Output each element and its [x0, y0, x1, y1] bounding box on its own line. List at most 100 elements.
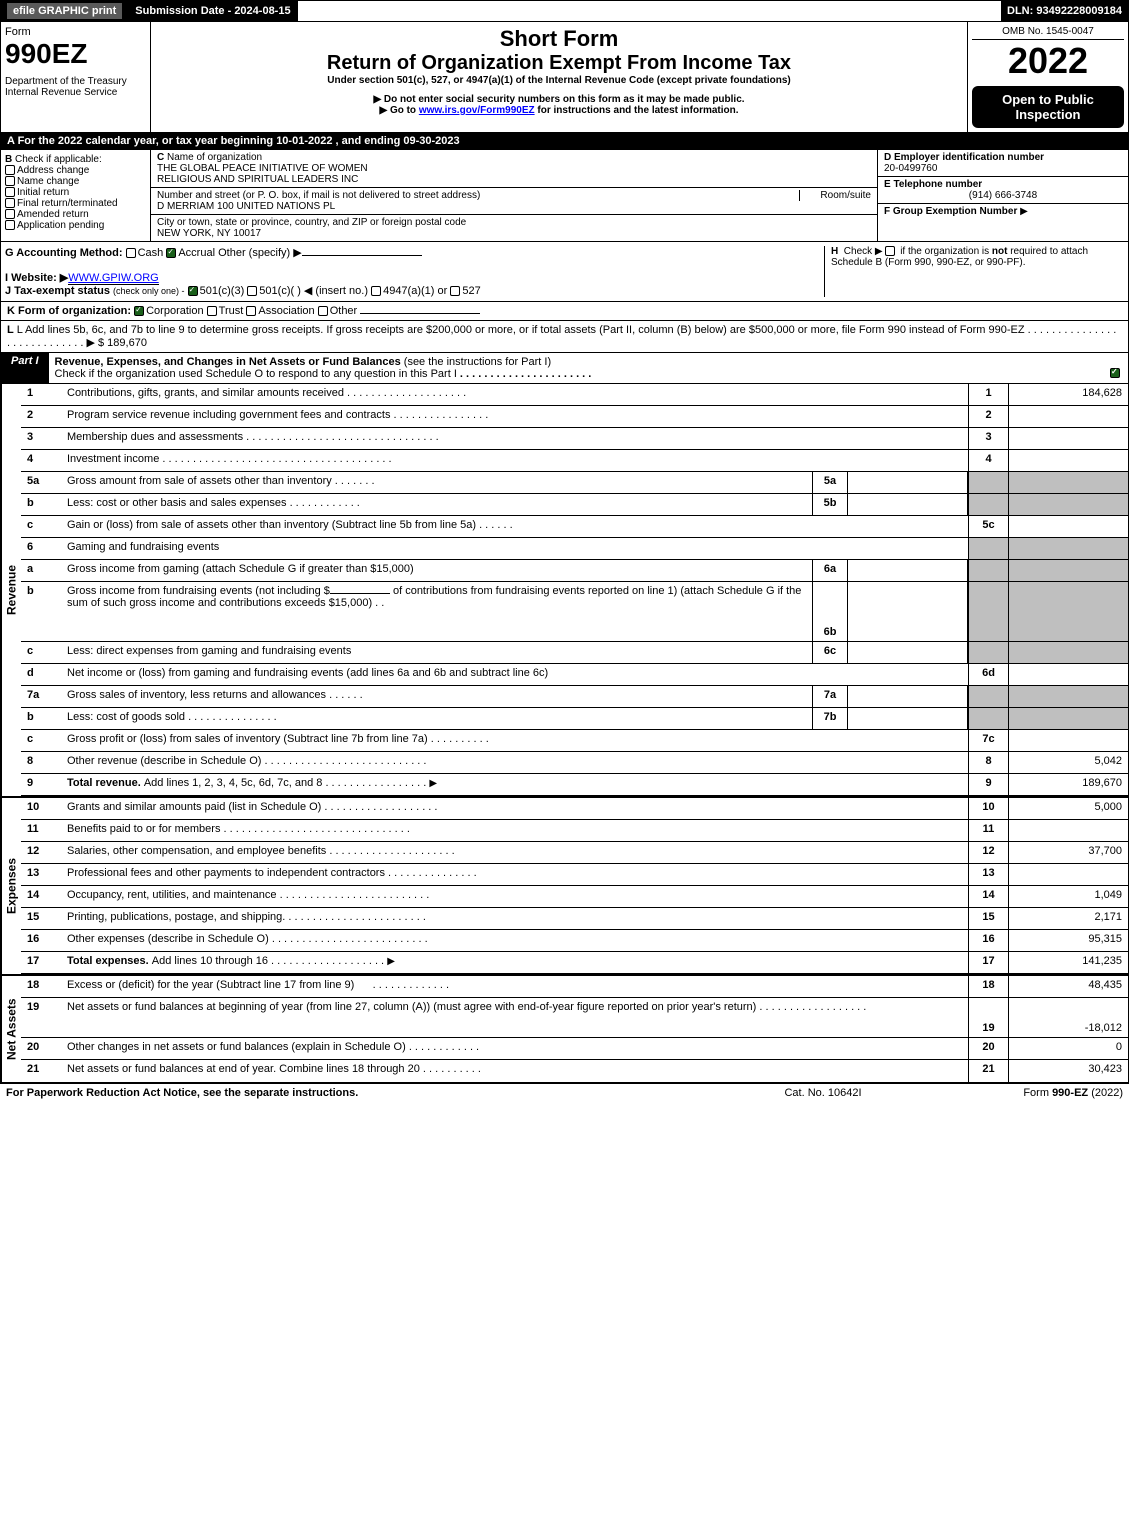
efile-label: efile GRAPHIC print [1, 1, 129, 21]
line-10-value: 5,000 [1008, 798, 1128, 819]
tax-year: 2022 [972, 40, 1124, 82]
row-h: H Check ▶ if the organization is not req… [824, 246, 1124, 297]
line-15: 15Printing, publications, postage, and s… [21, 908, 1128, 930]
open-to-public-badge: Open to Public Inspection [972, 86, 1124, 128]
checkbox-final-return[interactable] [5, 198, 15, 208]
column-c: C Name of organization THE GLOBAL PEACE … [151, 150, 878, 241]
line-6a: aGross income from gaming (attach Schedu… [21, 560, 1128, 582]
top-bar: efile GRAPHIC print Submission Date - 20… [0, 0, 1129, 22]
line-6c: cLess: direct expenses from gaming and f… [21, 642, 1128, 664]
column-b: B Check if applicable: Address change Na… [1, 150, 151, 241]
revenue-section: Revenue 1Contributions, gifts, grants, a… [0, 384, 1129, 796]
row-g: G Accounting Method: Cash Accrual Other … [5, 246, 824, 297]
checkbox-accrual[interactable] [166, 248, 176, 258]
group-exemption-block: F Group Exemption Number ▶ [878, 204, 1128, 219]
checkbox-initial-return[interactable] [5, 187, 15, 197]
net-assets-section: Net Assets 18Excess or (deficit) for the… [0, 974, 1129, 1083]
checkbox-cash[interactable] [126, 248, 136, 258]
checkbox-amended-return[interactable] [5, 209, 15, 219]
gross-receipts-value: 189,670 [107, 337, 147, 349]
checkbox-schedule-o-part1[interactable] [1110, 368, 1120, 378]
telephone-block: E Telephone number (914) 666-3748 [878, 177, 1128, 204]
org-name-2: RELIGIOUS AND SPIRITUAL LEADERS INC [157, 174, 358, 185]
irs-link[interactable]: www.irs.gov/Form990EZ [419, 105, 535, 116]
line-6: 6Gaming and fundraising events [21, 538, 1128, 560]
line-19: 19Net assets or fund balances at beginni… [21, 998, 1128, 1038]
checkbox-schedule-b-not-required[interactable] [885, 246, 895, 256]
fundraising-amount-input[interactable] [330, 593, 390, 594]
line-13: 13Professional fees and other payments t… [21, 864, 1128, 886]
line-18-value: 48,435 [1008, 976, 1128, 997]
checkbox-trust[interactable] [207, 306, 217, 316]
checkbox-other-org[interactable] [318, 306, 328, 316]
ein-value: 20-0499760 [884, 163, 937, 174]
form-ref: Form 990-EZ (2022) [923, 1087, 1123, 1099]
line-12: 12Salaries, other compensation, and empl… [21, 842, 1128, 864]
checkbox-4947a1[interactable] [371, 286, 381, 296]
ssn-warning: ▶ Do not enter social security numbers o… [155, 94, 963, 105]
line-18: 18Excess or (deficit) for the year (Subt… [21, 976, 1128, 998]
goto-instructions: ▶ Go to www.irs.gov/Form990EZ for instru… [155, 105, 963, 116]
line-3: 3Membership dues and assessments . . . .… [21, 428, 1128, 450]
part-1-label: Part I [1, 353, 49, 383]
row-l: L L Add lines 5b, 6c, and 7b to line 9 t… [0, 321, 1129, 353]
checkbox-corporation[interactable] [134, 306, 144, 316]
expenses-section: Expenses 10Grants and similar amounts pa… [0, 796, 1129, 974]
line-19-value: -18,012 [1008, 998, 1128, 1037]
form-number: 990EZ [5, 38, 146, 70]
line-14-value: 1,049 [1008, 886, 1128, 907]
line-9-value: 189,670 [1008, 774, 1128, 795]
row-gh: G Accounting Method: Cash Accrual Other … [0, 242, 1129, 302]
catalog-number: Cat. No. 10642I [723, 1087, 923, 1099]
org-address: D MERRIAM 100 UNITED NATIONS PL [157, 201, 335, 212]
line-20-value: 0 [1008, 1038, 1128, 1059]
revenue-label: Revenue [1, 384, 21, 796]
line-5b: bLess: cost or other basis and sales exp… [21, 494, 1128, 516]
line-7b: bLess: cost of goods sold . . . . . . . … [21, 708, 1128, 730]
website-link[interactable]: WWW.GPIW.ORG [68, 272, 158, 285]
org-name-1: THE GLOBAL PEACE INITIATIVE OF WOMEN [157, 163, 368, 174]
other-org-input[interactable] [360, 313, 480, 314]
other-specify-input[interactable] [302, 255, 422, 256]
line-21-value: 30,423 [1008, 1060, 1128, 1082]
line-16: 16Other expenses (describe in Schedule O… [21, 930, 1128, 952]
line-14: 14Occupancy, rent, utilities, and mainte… [21, 886, 1128, 908]
line-1: 1Contributions, gifts, grants, and simil… [21, 384, 1128, 406]
line-1-value: 184,628 [1008, 384, 1128, 405]
line-17: 17Total expenses. Add lines 10 through 1… [21, 952, 1128, 974]
org-city: NEW YORK, NY 10017 [157, 228, 261, 239]
checkbox-application-pending[interactable] [5, 220, 15, 230]
row-a-tax-year: A For the 2022 calendar year, or tax yea… [0, 133, 1129, 150]
line-8-value: 5,042 [1008, 752, 1128, 773]
section-bcde: B Check if applicable: Address change Na… [0, 150, 1129, 242]
net-assets-label: Net Assets [1, 976, 21, 1082]
submission-date: Submission Date - 2024-08-15 [129, 1, 297, 21]
column-de: D Employer identification number 20-0499… [878, 150, 1128, 241]
line-2: 2Program service revenue including gover… [21, 406, 1128, 428]
under-section-text: Under section 501(c), 527, or 4947(a)(1)… [155, 75, 963, 86]
paperwork-notice: For Paperwork Reduction Act Notice, see … [6, 1087, 723, 1099]
org-name-block: C Name of organization THE GLOBAL PEACE … [151, 150, 877, 188]
irs-label: Internal Revenue Service [5, 87, 146, 98]
checkbox-501c3[interactable] [188, 286, 198, 296]
line-10: 10Grants and similar amounts paid (list … [21, 798, 1128, 820]
checkbox-527[interactable] [450, 286, 460, 296]
page-footer: For Paperwork Reduction Act Notice, see … [0, 1083, 1129, 1102]
line-12-value: 37,700 [1008, 842, 1128, 863]
form-label: Form [5, 26, 146, 38]
checkbox-address-change[interactable] [5, 165, 15, 175]
line-5a: 5aGross amount from sale of assets other… [21, 472, 1128, 494]
line-20: 20Other changes in net assets or fund ba… [21, 1038, 1128, 1060]
org-address-block: Number and street (or P. O. box, if mail… [151, 188, 877, 215]
efile-graphic-print[interactable]: efile GRAPHIC print [7, 3, 122, 19]
checkbox-501c[interactable] [247, 286, 257, 296]
row-k: K Form of organization: Corporation Trus… [0, 302, 1129, 321]
header-right: OMB No. 1545-0047 2022 Open to Public In… [968, 22, 1128, 132]
checkbox-name-change[interactable] [5, 176, 15, 186]
short-form-title: Short Form [155, 26, 963, 52]
line-15-value: 2,171 [1008, 908, 1128, 929]
line-9: 9Total revenue. Add lines 1, 2, 3, 4, 5c… [21, 774, 1128, 796]
checkbox-association[interactable] [246, 306, 256, 316]
header-left: Form 990EZ Department of the Treasury In… [1, 22, 151, 132]
header-center: Short Form Return of Organization Exempt… [151, 22, 968, 132]
